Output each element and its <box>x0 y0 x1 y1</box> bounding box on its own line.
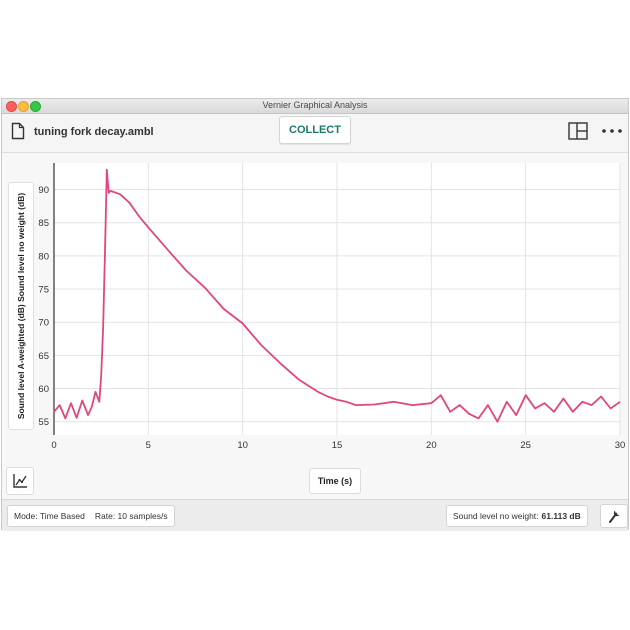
window-zoom-button[interactable] <box>30 101 41 112</box>
y-tick-label: 60 <box>38 384 49 395</box>
y-tick-label: 70 <box>38 318 49 329</box>
x-tick-label: 25 <box>520 440 531 451</box>
rate-text: Rate: 10 samples/s <box>94 511 168 521</box>
x-tick-label: 20 <box>426 440 437 451</box>
x-axis-label-button[interactable]: Time (s) <box>309 468 361 494</box>
status-bar: Mode: Time Based Rate: 10 samples/s Soun… <box>2 499 628 531</box>
window-minimize-button[interactable] <box>18 101 29 112</box>
x-tick-label: 0 <box>51 440 56 451</box>
y-tick-label: 65 <box>38 351 49 362</box>
y-tick-label: 55 <box>38 417 49 428</box>
y-tick-label: 85 <box>38 218 49 229</box>
wrench-icon <box>609 510 620 523</box>
y-axis-label: Sound level A-weighted (dB) Sound level … <box>16 192 26 420</box>
graph-tools-icon <box>13 474 27 488</box>
app-window: Vernier Graphical Analysis tuning fork d… <box>1 98 629 531</box>
graph-tools-button[interactable] <box>6 467 34 495</box>
x-tick-label: 10 <box>237 440 248 451</box>
y-tick-label: 75 <box>38 285 49 296</box>
y-tick-label: 80 <box>38 251 49 262</box>
live-reading-button[interactable]: Sound level no weight: 61.113 dB <box>446 505 588 527</box>
series-line <box>53 168 621 423</box>
window-close-button[interactable] <box>6 101 17 112</box>
y-tick-label: 90 <box>38 185 49 196</box>
reading-label: Sound level no weight: <box>453 511 539 521</box>
more-horizontal-icon[interactable] <box>601 122 623 145</box>
graph-area[interactable]: 55 60 65 70 75 80 85 90 0 5 10 15 20 25 30 Sound level… <box>2 153 628 499</box>
x-tick-label: 30 <box>615 440 626 451</box>
window-title: Vernier Graphical Analysis <box>262 100 368 110</box>
mode-rate-button[interactable]: Mode: Time Based Rate: 10 samples/s <box>7 505 175 527</box>
sensor-settings-button[interactable] <box>600 504 628 528</box>
toolbar: tuning fork decay.ambl COLLECT <box>2 114 628 153</box>
mode-text: Mode: Time Based <box>14 511 85 521</box>
file-name[interactable]: tuning fork decay.ambl <box>34 126 154 138</box>
x-tick-label: 5 <box>146 440 151 451</box>
title-bar: Vernier Graphical Analysis <box>2 99 628 114</box>
y-axis-label-button[interactable]: Sound level A-weighted (dB) Sound level … <box>8 182 34 430</box>
collect-button[interactable]: COLLECT <box>279 116 351 144</box>
reading-value: 61.113 dB <box>541 511 581 521</box>
document-icon[interactable] <box>11 122 25 145</box>
x-tick-label: 15 <box>332 440 343 451</box>
layout-panels-icon[interactable] <box>568 122 588 145</box>
line-chart[interactable]: 55 60 65 70 75 80 85 90 0 5 10 15 20 25 30 <box>2 153 628 463</box>
